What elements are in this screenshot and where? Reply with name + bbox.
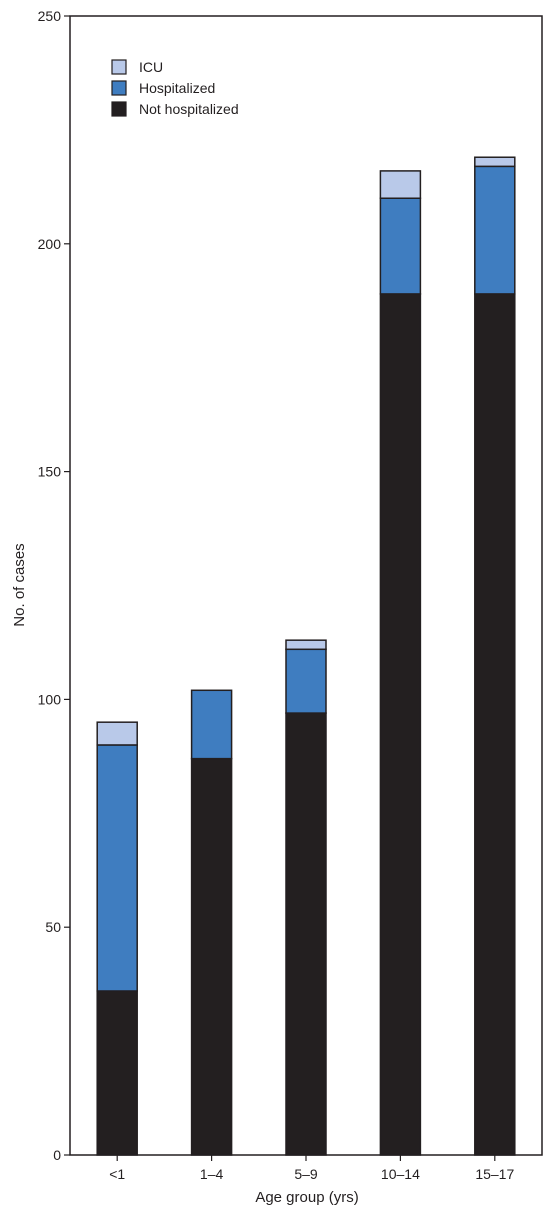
bar-icu-15-17 [474, 156, 516, 168]
bars [96, 156, 516, 1156]
y-tick-label: 250 [38, 8, 62, 24]
bar-icu-5-9 [285, 639, 327, 651]
bar-not-hospitalized-10-14 [379, 293, 422, 1156]
legend-swatch-not-hospitalized [111, 101, 127, 117]
y-tick-label: 100 [38, 691, 62, 707]
legend: ICU Hospitalized Not hospitalized [111, 59, 239, 117]
bar-hospitalized-10-14 [379, 197, 422, 295]
y-tick-label: 0 [53, 1147, 61, 1163]
x-tick-label: 15–17 [475, 1166, 514, 1182]
bar-icu-10-14 [379, 170, 422, 199]
legend-swatch-icu [111, 59, 127, 75]
bar-hospitalized-5-9 [285, 648, 327, 714]
x-tick-label: 5–9 [294, 1166, 318, 1182]
bar-hospitalized-1-4 [190, 689, 233, 760]
legend-label-icu: ICU [139, 59, 163, 75]
bar-not-hospitalized-15-17 [474, 293, 516, 1156]
x-tick-label: 10–14 [381, 1166, 420, 1182]
x-axis-title: Age group (yrs) [255, 1189, 358, 1206]
bar-not-hospitalized-under-1 [96, 990, 138, 1156]
legend-label-not-hospitalized: Not hospitalized [139, 101, 239, 117]
y-tick-label: 200 [38, 236, 62, 252]
bar-not-hospitalized-1-4 [190, 757, 233, 1156]
y-axis-title: No. of cases [11, 543, 28, 626]
legend-swatch-hospitalized [111, 80, 127, 96]
y-tick-label: 50 [45, 919, 61, 935]
y-tick-label: 150 [38, 464, 62, 480]
bar-icu-under-1 [96, 721, 138, 746]
x-tick-label: <1 [109, 1166, 125, 1182]
bar-hospitalized-15-17 [474, 165, 516, 295]
bar-not-hospitalized-5-9 [285, 712, 327, 1156]
x-tick-label: 1–4 [200, 1166, 224, 1182]
legend-label-hospitalized: Hospitalized [139, 80, 215, 96]
bar-hospitalized-under-1 [96, 744, 138, 992]
